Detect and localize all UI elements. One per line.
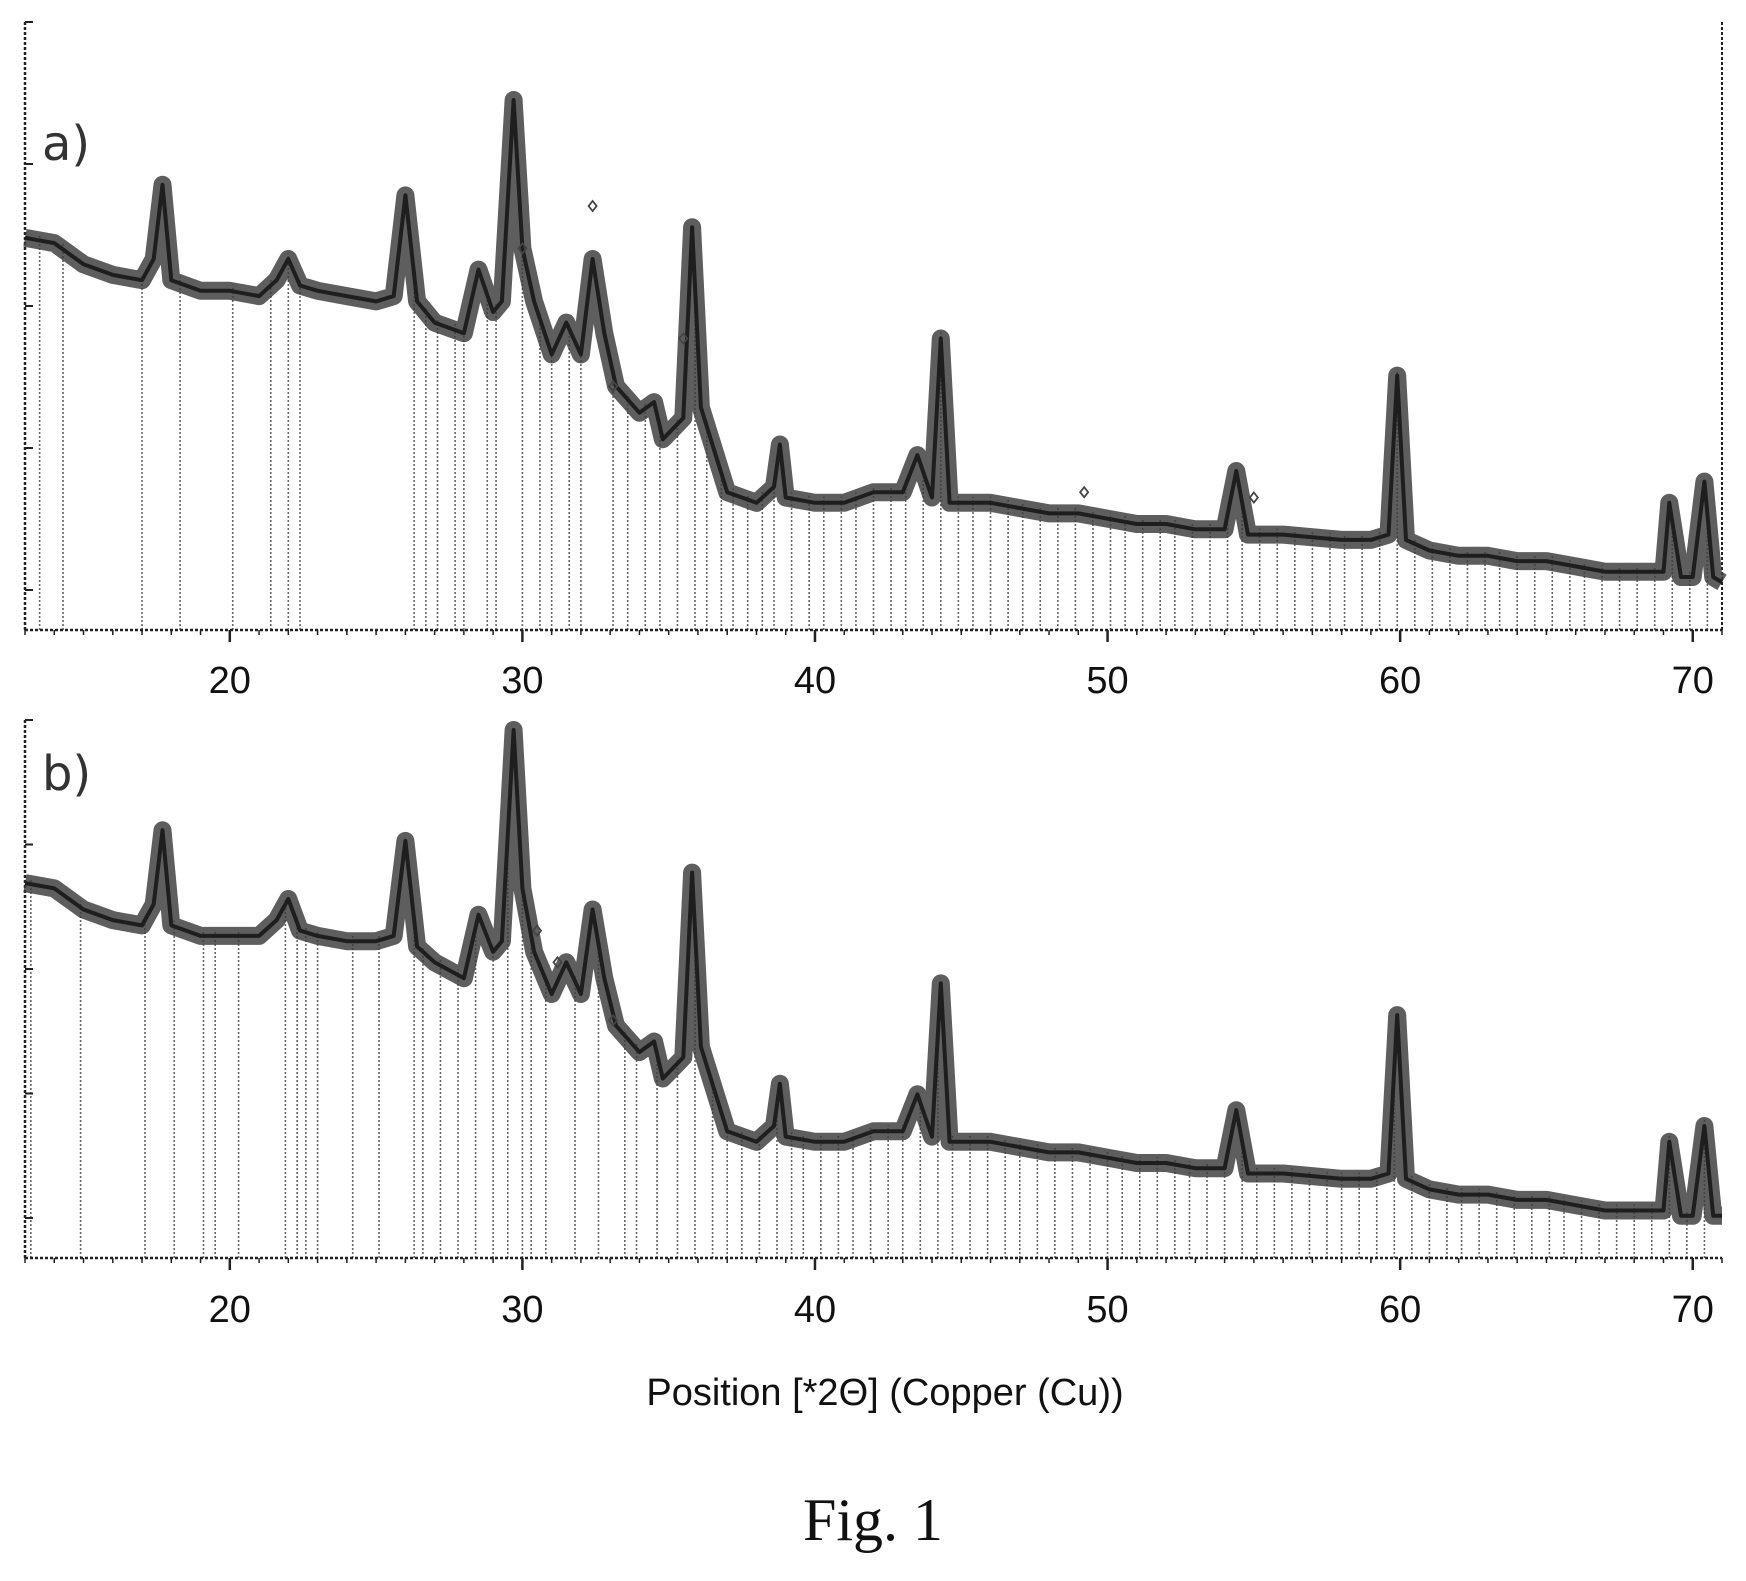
peak-marker xyxy=(678,332,689,345)
peak-marker xyxy=(1248,491,1260,504)
diffraction-trace-core xyxy=(24,728,1722,1218)
panel-b-trace xyxy=(23,721,1723,1225)
panel-b-tick-label: 20 xyxy=(209,1289,251,1331)
peak-marker xyxy=(607,1013,619,1027)
panel-b-axes xyxy=(23,719,1723,1270)
panel-b: b) 20 30 40 50 60 70 xyxy=(23,719,1723,1331)
peak-marker xyxy=(552,955,563,969)
panel-a-tick-label: 40 xyxy=(794,660,836,702)
panel-b-tick-label: 60 xyxy=(1379,1289,1421,1331)
panel-a-tick-labels: 20 30 40 50 60 70 xyxy=(209,660,1714,702)
panel-a-label: a) xyxy=(42,116,90,172)
panel-a-tick-label: 30 xyxy=(501,660,543,702)
panel-a-tick-label: 60 xyxy=(1379,660,1421,702)
panel-a-trace xyxy=(23,91,1727,591)
panel-b-reference-lines xyxy=(30,829,1706,1258)
panel-b-tick-label: 40 xyxy=(794,1289,836,1331)
panel-a: a) 20 30 40 50 60 70 xyxy=(23,21,1727,702)
peak-marker xyxy=(1079,485,1090,499)
panel-a-tick-label: 50 xyxy=(1086,660,1128,702)
panel-b-tick-label: 70 xyxy=(1672,1289,1714,1331)
panel-b-tick-label: 30 xyxy=(501,1289,543,1331)
panel-b-label: b) xyxy=(42,746,91,802)
peak-marker xyxy=(517,241,528,255)
panel-b-markers xyxy=(531,924,619,1027)
peak-marker xyxy=(587,199,598,213)
panel-a-reference-lines xyxy=(38,234,1709,630)
panel-a-tick-label: 70 xyxy=(1672,660,1714,702)
panel-b-tick-label: 50 xyxy=(1086,1289,1128,1331)
diffraction-trace-core xyxy=(24,98,1724,585)
diffraction-trace xyxy=(23,721,1723,1225)
peak-marker xyxy=(607,379,619,393)
x-axis-label: Position [*2Θ] (Copper (Cu)) xyxy=(646,1372,1123,1414)
peak-marker xyxy=(531,924,543,938)
panel-b-tick-labels: 20 30 40 50 60 70 xyxy=(209,1289,1714,1331)
panel-a-tick-label: 20 xyxy=(209,660,251,702)
figure-caption: Fig. 1 xyxy=(803,1487,943,1553)
panel-a-axes xyxy=(23,21,1723,642)
panel-a-markers xyxy=(517,199,1260,504)
